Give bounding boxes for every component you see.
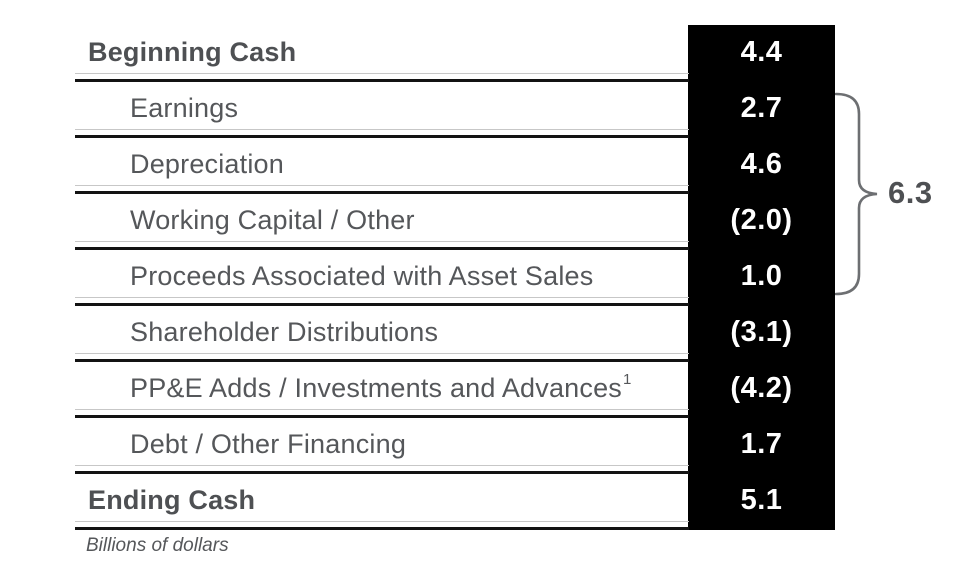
- row-value: (3.1): [730, 316, 793, 348]
- row-separator-highlight: [75, 353, 689, 354]
- table-row-ppe-adds: PP&E Adds / Investments and Advances 1 (4…: [75, 362, 835, 418]
- row-value: 4.4: [740, 36, 783, 68]
- row-label-text: Working Capital / Other: [130, 205, 415, 235]
- row-label: Ending Cash: [88, 474, 255, 527]
- row-separator-highlight: [75, 409, 689, 410]
- row-label-text: Proceeds Associated with Asset Sales: [130, 261, 594, 291]
- table-row-asset-sales-proceeds: Proceeds Associated with Asset Sales 1.0: [75, 250, 835, 306]
- row-label: Shareholder Distributions: [130, 306, 438, 359]
- row-label: Debt / Other Financing: [130, 418, 406, 471]
- row-separator-highlight: [75, 297, 689, 298]
- table-row-working-capital: Working Capital / Other (2.0): [75, 194, 835, 250]
- table-row-beginning-cash: Beginning Cash 4.4: [75, 26, 835, 82]
- row-label: Working Capital / Other: [130, 194, 415, 247]
- row-label: Beginning Cash: [88, 26, 296, 79]
- row-separator: [75, 135, 689, 138]
- row-label: Earnings: [130, 82, 238, 135]
- row-label-text: Debt / Other Financing: [130, 429, 407, 459]
- table-row-earnings: Earnings 2.7: [75, 82, 835, 138]
- row-separator-highlight: [75, 465, 689, 466]
- row-value: 4.6: [740, 148, 783, 180]
- units-note: Billions of dollars: [86, 535, 229, 556]
- curly-brace-icon: [835, 92, 878, 296]
- row-value: (2.0): [730, 204, 793, 236]
- row-separator: [75, 415, 689, 418]
- row-label: Depreciation: [130, 138, 284, 191]
- table-row-debt-financing: Debt / Other Financing 1.7: [75, 418, 835, 474]
- row-label-text: Shareholder Distributions: [130, 317, 439, 347]
- row-separator-highlight: [75, 521, 689, 522]
- row-separator-highlight: [75, 241, 689, 242]
- row-label-text: Ending Cash: [88, 485, 256, 515]
- row-label: Proceeds Associated with Asset Sales: [130, 250, 593, 303]
- table-row-shareholder-distributions: Shareholder Distributions (3.1): [75, 306, 835, 362]
- values-column-background: [688, 25, 835, 530]
- table-row-ending-cash: Ending Cash 5.1: [75, 474, 835, 530]
- row-value: 5.1: [740, 484, 783, 516]
- row-separator: [75, 79, 689, 82]
- row-label-text: Depreciation: [130, 149, 284, 179]
- row-separator-highlight: [75, 129, 689, 130]
- row-value: (4.2): [730, 372, 793, 404]
- cash-flow-table: Beginning Cash 4.4 Earnings 2.7 Deprecia…: [75, 25, 835, 530]
- row-separator: [75, 247, 689, 250]
- row-value: 2.7: [740, 92, 783, 124]
- row-value: 1.7: [740, 428, 783, 460]
- row-separator-highlight: [75, 73, 689, 74]
- row-separator: [75, 303, 689, 306]
- bracket-total-label: 6.3: [888, 175, 933, 210]
- table-row-depreciation: Depreciation 4.6: [75, 138, 835, 194]
- row-label-text: Earnings: [130, 93, 239, 123]
- row-label-text: Beginning Cash: [88, 37, 297, 67]
- row-separator: [75, 527, 689, 530]
- row-separator-highlight: [75, 185, 689, 186]
- row-separator: [75, 191, 689, 194]
- row-label-text: PP&E Adds / Investments and Advances: [130, 373, 622, 403]
- row-label: PP&E Adds / Investments and Advances 1: [130, 370, 632, 404]
- row-separator: [75, 471, 689, 474]
- row-value: 1.0: [740, 260, 783, 292]
- row-separator: [75, 359, 689, 362]
